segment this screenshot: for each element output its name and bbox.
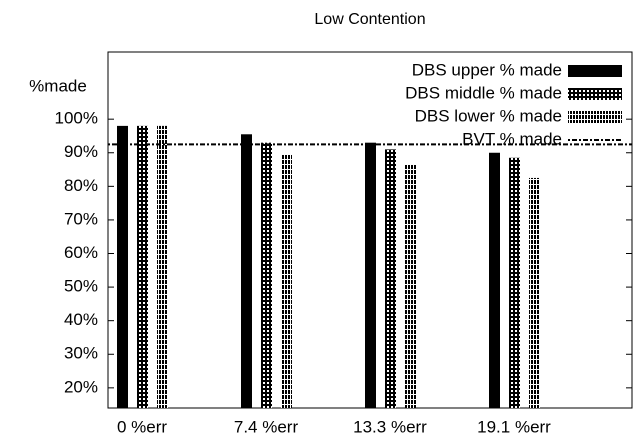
legend-swatch [568, 65, 622, 77]
bar [365, 142, 376, 408]
legend-label: BVT % made [462, 129, 562, 148]
bar [489, 152, 500, 408]
y-axis-label: %made [29, 76, 87, 95]
y-tick-label: 100% [55, 109, 98, 128]
y-tick-label: 40% [64, 310, 98, 329]
legend-label: DBS middle % made [405, 83, 562, 102]
bar [281, 154, 292, 408]
bar [117, 125, 128, 409]
legend-swatch [568, 88, 622, 100]
y-tick-label: 20% [64, 377, 98, 396]
y-tick-label: 60% [64, 243, 98, 262]
y-tick-label: 30% [64, 344, 98, 363]
bar [509, 157, 520, 408]
bar [157, 125, 168, 409]
y-tick-label: 90% [64, 142, 98, 161]
x-tick-label: 0 %err [117, 417, 167, 436]
bar [405, 164, 416, 408]
x-tick-label: 7.4 %err [234, 417, 299, 436]
y-tick-label: 70% [64, 209, 98, 228]
y-tick-label: 80% [64, 176, 98, 195]
legend-label: DBS upper % made [412, 60, 562, 79]
chart-title: Low Contention [314, 11, 425, 28]
y-tick-label: 50% [64, 277, 98, 296]
bar [261, 142, 272, 408]
bar [529, 177, 540, 408]
x-tick-label: 13.3 %err [353, 417, 427, 436]
x-tick-label: 19.1 %err [477, 417, 551, 436]
bar [385, 149, 396, 408]
legend-label: DBS lower % made [415, 106, 562, 125]
bar [241, 134, 252, 408]
bar [137, 125, 148, 409]
legend-swatch [568, 111, 622, 123]
